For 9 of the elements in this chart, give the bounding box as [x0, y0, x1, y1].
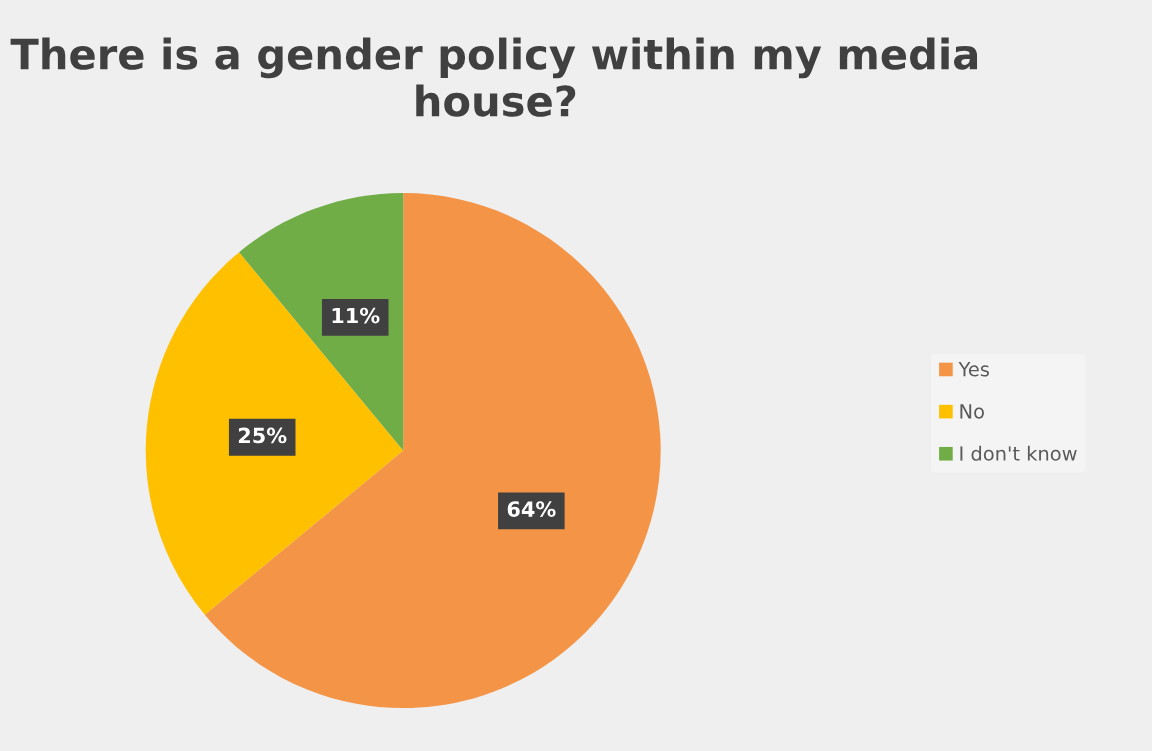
data-label: 64% — [507, 501, 556, 517]
legend-label: Yes — [958, 362, 989, 377]
chart-title: There is a gender policy within my media house? — [10, 37, 978, 117]
legend-label: I don't know — [960, 445, 1077, 461]
pie-slice — [204, 193, 661, 709]
data-label: 11% — [332, 307, 380, 324]
legend-label: No — [960, 404, 984, 419]
data-label: 25% — [238, 427, 287, 444]
pie-slice — [145, 252, 404, 615]
